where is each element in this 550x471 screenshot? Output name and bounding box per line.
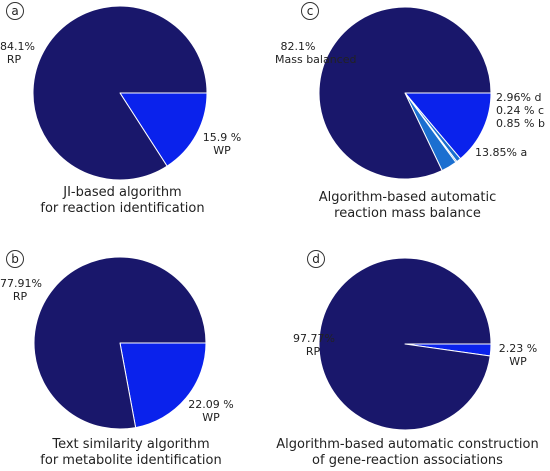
slice-pct-a-wp: 15.9 % xyxy=(202,131,242,144)
pie-slice-d-rp xyxy=(318,257,492,431)
pie-slice-b-wp xyxy=(119,342,207,429)
slice-name-d-rp: RP xyxy=(305,345,321,358)
caption-line-2: reaction mass balance xyxy=(334,206,481,221)
slice-pct-c-mass: 82.1% xyxy=(280,40,316,53)
pie-slice-c-a xyxy=(404,92,492,160)
slice-label-c-a: 13.85% a xyxy=(475,146,527,159)
pie-chart-a xyxy=(32,5,208,181)
slice-name-c-d: d xyxy=(534,91,542,104)
panel-b: b 77.91% RP 22.09 % WP Text similarity a… xyxy=(0,250,275,471)
slice-pct-c-b: 0.85 % xyxy=(496,117,535,130)
chart-caption-b: Text similarity algorithm for metabolite… xyxy=(0,437,262,469)
pie-slice-a-wp xyxy=(119,92,208,167)
slice-pct-a-rp: 84.1% xyxy=(0,40,35,53)
chart-caption-d: Algorithm-based automatic construction o… xyxy=(270,437,545,469)
panel-letter-a: a xyxy=(6,2,24,20)
caption-line-2: for metabolite identification xyxy=(40,453,222,468)
slice-label-a-rp: 84.1% RP xyxy=(0,40,35,66)
slice-name-c-b: b xyxy=(537,117,545,130)
slice-name-a-rp: RP xyxy=(6,53,22,66)
slice-pct-d-rp: 97.77% xyxy=(293,332,335,345)
slice-label-c-c: 0.24 % c xyxy=(496,104,544,117)
pie-chart-b xyxy=(33,256,207,430)
slice-pct-c-a: 13.85% xyxy=(475,146,517,159)
slice-name-c-mass: Mass balanced xyxy=(275,53,357,66)
panel-a: a 84.1% RP 15.9 % WP JI-based algorithm … xyxy=(0,0,275,235)
slice-pct-c-c: 0.24 % xyxy=(496,104,535,117)
caption-line-2: of gene-reaction associations xyxy=(312,453,503,468)
pie-chart-c xyxy=(318,6,492,180)
slice-label-c-d: 2.96% d xyxy=(496,91,541,104)
chart-caption-c: Algorithm-based automatic reaction mass … xyxy=(275,190,540,222)
slice-label-d-rp: 97.77% RP xyxy=(293,332,335,358)
caption-line-1: Algorithm-based automatic xyxy=(318,190,497,205)
pie-slice-b-rp xyxy=(33,256,207,430)
slice-label-b-wp: 22.09 % WP xyxy=(186,398,236,424)
caption-line-1: JI-based algorithm xyxy=(63,185,182,200)
panel-c: c 82.1% Mass balanced 2.96% d 0.24 % c 0… xyxy=(275,0,550,235)
slice-label-c-mass: 82.1% Mass balanced xyxy=(275,40,357,66)
caption-line-1: Text similarity algorithm xyxy=(52,437,210,452)
slice-name-c-c: c xyxy=(537,104,545,117)
caption-line-2: for reaction identification xyxy=(40,201,205,216)
panel-d: d 97.77% RP 2.23 % WP Algorithm-based au… xyxy=(275,250,550,471)
panel-letter-c: c xyxy=(301,2,319,20)
slice-label-c-b: 0.85 % b xyxy=(496,117,545,130)
slice-name-b-wp: WP xyxy=(202,411,220,424)
pie-slice-a-rp xyxy=(32,5,208,181)
panel-letter-b: b xyxy=(6,250,24,268)
pie-slice-c-mass-balanced xyxy=(318,6,492,180)
slice-pct-d-wp: 2.23 % xyxy=(498,342,538,355)
slice-label-a-wp: 15.9 % WP xyxy=(200,131,244,157)
slice-pct-c-d: 2.96% xyxy=(496,91,531,104)
slice-pct-b-wp: 22.09 % xyxy=(188,398,234,411)
slice-name-d-wp: WP xyxy=(509,355,527,368)
slice-label-d-wp: 2.23 % WP xyxy=(496,342,540,368)
panel-letter-d: d xyxy=(307,250,325,268)
slice-name-a-wp: WP xyxy=(213,144,231,157)
slice-label-b-rp: 77.91% RP xyxy=(0,277,42,303)
pie-chart-d xyxy=(318,257,492,431)
slice-name-b-rp: RP xyxy=(12,290,28,303)
slice-name-c-a: a xyxy=(520,146,528,159)
chart-caption-a: JI-based algorithm for reaction identifi… xyxy=(0,185,245,217)
slice-pct-b-rp: 77.91% xyxy=(0,277,42,290)
caption-line-1: Algorithm-based automatic construction xyxy=(276,437,539,452)
